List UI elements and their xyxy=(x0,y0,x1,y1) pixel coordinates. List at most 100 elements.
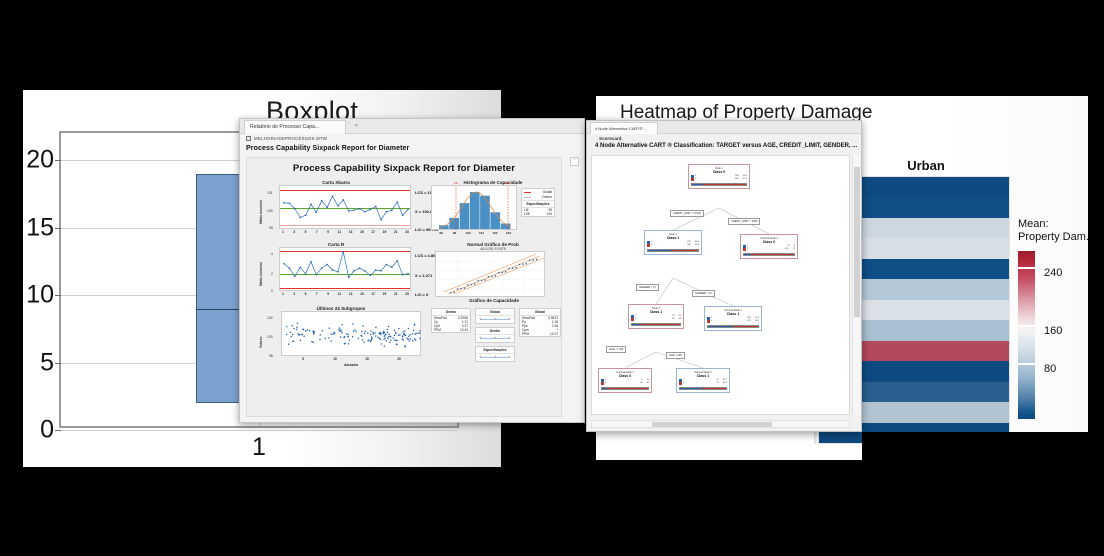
x-tick-label: 15 xyxy=(360,292,364,296)
cart-node-bar xyxy=(707,324,759,328)
cart-node-row: 1 8 10 xyxy=(601,379,649,382)
x-tick-label: 21 xyxy=(393,230,398,234)
cart-node-swatch xyxy=(679,379,682,382)
scale-marker: + xyxy=(479,354,482,359)
scale-within: Dentro + + + xyxy=(475,327,515,343)
histogram-bars xyxy=(438,187,512,230)
boxplot-y-tickmark xyxy=(55,430,61,431)
capability-value: 0.36 xyxy=(551,324,558,328)
cart-node-row: 0 801 47.0 xyxy=(691,178,747,181)
cart-node-percent: 33.6 xyxy=(694,244,699,246)
cart-node[interactable]: Terminal Node 1 Class 0 1 8 10 0 44 90 xyxy=(598,368,652,393)
xbar-y-axis-label: Média Amostral xyxy=(259,200,263,224)
cart-node-bar-blue xyxy=(648,249,671,251)
capability-key: Cpm xyxy=(522,328,529,332)
worksheet-icon xyxy=(246,136,251,141)
subgroups-y-axis-label: Valores xyxy=(259,336,263,348)
cart-node-percent: 38 xyxy=(678,318,681,320)
cart-node-label: 1 xyxy=(695,175,697,177)
cart-node-bar xyxy=(743,252,795,256)
cart-node[interactable]: Terminal Node 2 Class 1 1 70 45.7 0 76 54.3 xyxy=(676,368,730,393)
cart-node-count: 56 xyxy=(672,318,675,320)
cart-vertical-scrollbar[interactable] xyxy=(852,155,860,415)
scale-marker: + xyxy=(494,335,497,340)
xbar-chart: Carta Xbarra Média Amostral 101 100 99 1… xyxy=(259,180,411,236)
cart-node[interactable]: Terminal Node 4 Class 0 1 27 8 0 413 72 xyxy=(740,234,798,259)
capability-key: Cp xyxy=(434,320,439,324)
cart-node-percent: 74.4 xyxy=(754,317,759,319)
capability-key: PPM xyxy=(434,328,441,332)
scale-marker: + xyxy=(479,335,482,340)
r-lcl-label: LCI = 0 xyxy=(415,292,429,297)
cart-tab[interactable]: 4 Node Alternative CART® ... xyxy=(590,122,658,134)
capability-row: Pp 1.28 xyxy=(520,320,560,324)
cart-vertical-scroll-thumb[interactable] xyxy=(854,167,860,317)
cart-node-class: Class 0 xyxy=(618,374,632,378)
sixpack-report-canvas: Process Capability Sixpack Report for Di… xyxy=(246,157,562,417)
heatmap-cell xyxy=(819,217,1009,239)
cart-node-count: 356 xyxy=(687,244,691,246)
minitab-tab[interactable]: Relatório de Processo Capa... xyxy=(244,120,346,134)
boxplot-y-tick-label: 20 xyxy=(26,145,54,174)
cart-node[interactable]: Node 3 Class 1 1 78 62 0 56 38 xyxy=(628,304,684,329)
cart-node-header: Node 1 xyxy=(715,167,723,170)
minitab-collapse-button[interactable]: ˇ xyxy=(570,157,579,166)
cart-node-header: Terminal Node 2 xyxy=(694,371,712,374)
boxplot-y-tick-label: 15 xyxy=(26,213,54,241)
heatmap-cell xyxy=(819,238,1009,259)
capability-value: 0.37 xyxy=(461,324,468,328)
minitab-tab-controls[interactable]: ˇ × xyxy=(348,123,360,129)
cart-node-percent: 47.0 xyxy=(742,178,747,180)
subgroups-plot-area xyxy=(281,311,421,356)
capability-key: DesvPad xyxy=(434,316,447,320)
cart-node-swatch xyxy=(601,379,604,382)
cart-horizontal-scroll-thumb[interactable] xyxy=(652,422,772,427)
cart-node-swatch xyxy=(743,248,746,251)
boxplot-y-tickmark xyxy=(55,227,61,229)
cart-node[interactable]: Node 2 Class 1 1 705 66.4 0 356 33.6 xyxy=(644,230,702,255)
colorbar-separator xyxy=(1018,267,1035,269)
cart-split-label: GENDER = (f) xyxy=(636,284,659,291)
cart-horizontal-scrollbar[interactable] xyxy=(591,420,850,428)
heatmap-cell xyxy=(819,361,1009,382)
cart-node-bar-red xyxy=(751,253,794,255)
scale-within-bar: + + + xyxy=(476,335,514,342)
cart-window[interactable]: 4 Node Alternative CART® ... Scorecard 4… xyxy=(586,120,862,432)
x-tick-label: 11 xyxy=(337,292,342,296)
minitab-window[interactable]: Relatório de Processo Capa... ˇ × MELHOR… xyxy=(239,118,585,423)
x-tick-label: 19 xyxy=(382,292,387,296)
capability-key: CpK xyxy=(434,324,441,328)
histogram-lie-label: LIE xyxy=(454,182,458,185)
xbar-lcl-line xyxy=(280,225,410,226)
cart-node-row: 0 76 54.3 xyxy=(679,382,727,385)
heatmap-cell xyxy=(819,279,1009,300)
cart-node-label: 0 xyxy=(695,178,697,180)
cart-node-row: 1 27 8 xyxy=(743,245,795,248)
spec-val: 99 xyxy=(548,208,552,212)
legend-within-swatch xyxy=(524,197,531,198)
cart-node-label: 1 xyxy=(635,315,637,317)
cart-title: 4 Node Alternative CART ® Classification… xyxy=(595,143,858,149)
cart-node-label: 0 xyxy=(651,244,653,246)
cart-split-label: CREDIT_LIMIT > 1040 xyxy=(728,218,761,225)
cart-node-label: 1 xyxy=(747,245,749,247)
cart-node[interactable]: Node 1 Class 0 1 900 53.0 0 801 47.0 xyxy=(688,164,750,189)
spec-row: LIE 99 xyxy=(522,208,554,212)
x-tick-label: 19 xyxy=(382,230,387,234)
x-tick-label: 17 xyxy=(371,292,375,296)
histogram-x-tick-label: 99 xyxy=(452,231,457,235)
x-tick-label: 9 xyxy=(327,230,329,234)
scale-global: Global + + + xyxy=(475,308,515,324)
r-center-label: X = 2.271 xyxy=(415,273,433,278)
cart-node-row: 0 225 25.6 xyxy=(707,320,759,323)
heatmap-legend-title: Mean: Property Dam... xyxy=(1018,218,1104,244)
capability-scales: Global + + + Dentro + + xyxy=(475,308,515,362)
capability-value: 0.9873 xyxy=(548,316,558,320)
cart-node[interactable]: Terminal Node 3 Class 1 1 503 74.4 0 225 25.6 xyxy=(704,306,762,331)
cart-node-class: Class 0 xyxy=(762,240,776,244)
probplot-points xyxy=(436,252,546,298)
cart-node-count: 27 xyxy=(787,245,790,247)
probplot-plot-area xyxy=(435,251,546,298)
colorbar-tick-label: 240 xyxy=(1044,267,1063,279)
